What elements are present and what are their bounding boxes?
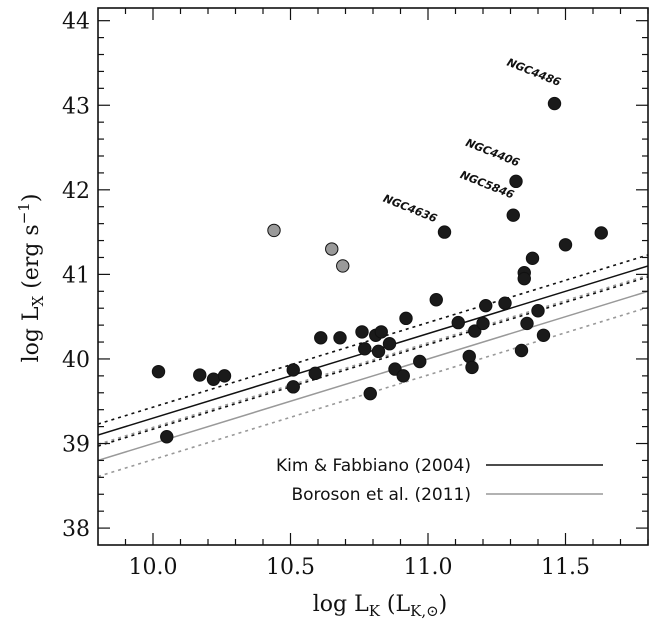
data-point-1-6 <box>286 363 300 377</box>
data-point-1-23 <box>437 225 452 239</box>
x-axis-title-main: log L <box>313 592 369 617</box>
data-point-2-3 <box>336 259 350 273</box>
data-point-1-3 <box>193 368 207 382</box>
data-point-1-7 <box>286 380 300 394</box>
data-point-1-17 <box>382 337 397 351</box>
data-point-1-32 <box>509 174 523 189</box>
x-axis-title-sub: K <box>369 602 381 620</box>
y-axis-title-main: log L <box>19 306 44 362</box>
data-point-1-25 <box>462 349 476 364</box>
data-point-1-27 <box>468 324 482 338</box>
legend: Kim & Fabbiano (2004) Boroson et al. (201… <box>276 456 603 505</box>
x-axis-title: log LK (LK,⊙) <box>313 592 448 620</box>
data-point-1-8 <box>308 366 322 381</box>
x-axis-title-unit-close: ) <box>439 592 448 617</box>
y-tick-label-5: 42 <box>62 179 90 204</box>
data-point-1-37 <box>525 251 540 266</box>
y-tick-label-6: 43 <box>62 94 90 119</box>
y-tick-label-3: 40 <box>62 348 90 373</box>
data-point-1-39 <box>536 328 551 342</box>
annotation-label-1: NGC4486 <box>505 56 563 90</box>
data-point-1-1 <box>151 364 166 379</box>
data-point-1-30 <box>498 296 512 310</box>
data-point-1-42 <box>594 226 608 240</box>
x-tick-label-4: 11.5 <box>541 555 590 580</box>
relation-line-2 <box>98 290 648 462</box>
data-point-1-9 <box>314 331 328 345</box>
x-tick-label-3: 11.0 <box>404 555 453 580</box>
data-point-1-11 <box>355 325 369 339</box>
y-axis-title-sub: X <box>29 295 47 306</box>
relation-lines <box>98 254 648 478</box>
data-point-1-38 <box>531 304 545 318</box>
y-axis-title-unit: (erg s <box>19 224 44 295</box>
data-point-1-15 <box>371 344 386 359</box>
data-point-1-28 <box>476 316 490 331</box>
data-points <box>151 96 608 444</box>
data-point-1-13 <box>363 386 377 401</box>
legend-label-1: Kim & Fabbiano (2004) <box>276 456 471 476</box>
legend-label-2: Boroson et al. (2011) <box>291 485 471 505</box>
data-point-1-4 <box>206 372 221 386</box>
y-axis-title-close: ) <box>19 194 44 203</box>
data-point-1-40 <box>547 96 562 111</box>
data-point-1-20 <box>399 311 413 326</box>
annotation-label-4: NGC4636 <box>381 192 439 226</box>
data-point-1-36 <box>520 316 534 331</box>
x-axis-title-unit-sub: K,⊙ <box>410 602 439 620</box>
y-axis-title-sup: −1 <box>15 202 33 224</box>
data-point-2-2 <box>325 242 339 256</box>
x-axis-title-unit-open: (L <box>380 592 411 617</box>
relation-scatter-line-2-upper <box>98 274 648 446</box>
data-point-1-26 <box>465 360 479 375</box>
axes: 10.0 10.5 11.0 11.5 38 39 40 41 42 43 44 <box>62 7 649 580</box>
annotation-label-2: NGC4406 <box>464 136 522 170</box>
data-point-1-29 <box>479 298 493 313</box>
data-point-2-1 <box>267 223 281 238</box>
data-point-1-31 <box>506 208 520 222</box>
data-point-1-41 <box>558 238 573 252</box>
y-tick-label-1: 38 <box>62 517 90 542</box>
relation-scatter-line-1-lower <box>98 276 648 447</box>
x-tick-label-1: 10.0 <box>129 555 178 580</box>
annotation-label-3: NGC5846 <box>458 168 516 202</box>
data-point-1-21 <box>413 354 427 369</box>
data-point-1-33 <box>514 343 529 358</box>
data-point-1-12 <box>358 342 372 356</box>
x-tick-label-2: 10.5 <box>266 555 315 580</box>
y-tick-label-7: 44 <box>62 10 90 35</box>
data-point-1-2 <box>160 430 174 444</box>
data-point-1-19 <box>396 369 410 383</box>
y-tick-label-4: 41 <box>62 263 90 288</box>
y-tick-label-2: 39 <box>62 433 90 458</box>
data-point-1-16 <box>374 325 388 339</box>
y-axis-title: log LX (erg s−1) <box>15 194 47 363</box>
data-point-1-5 <box>217 369 232 383</box>
data-point-1-22 <box>429 293 443 307</box>
data-point-1-10 <box>333 331 347 345</box>
data-point-1-35 <box>517 271 531 286</box>
data-point-1-24 <box>451 315 465 330</box>
